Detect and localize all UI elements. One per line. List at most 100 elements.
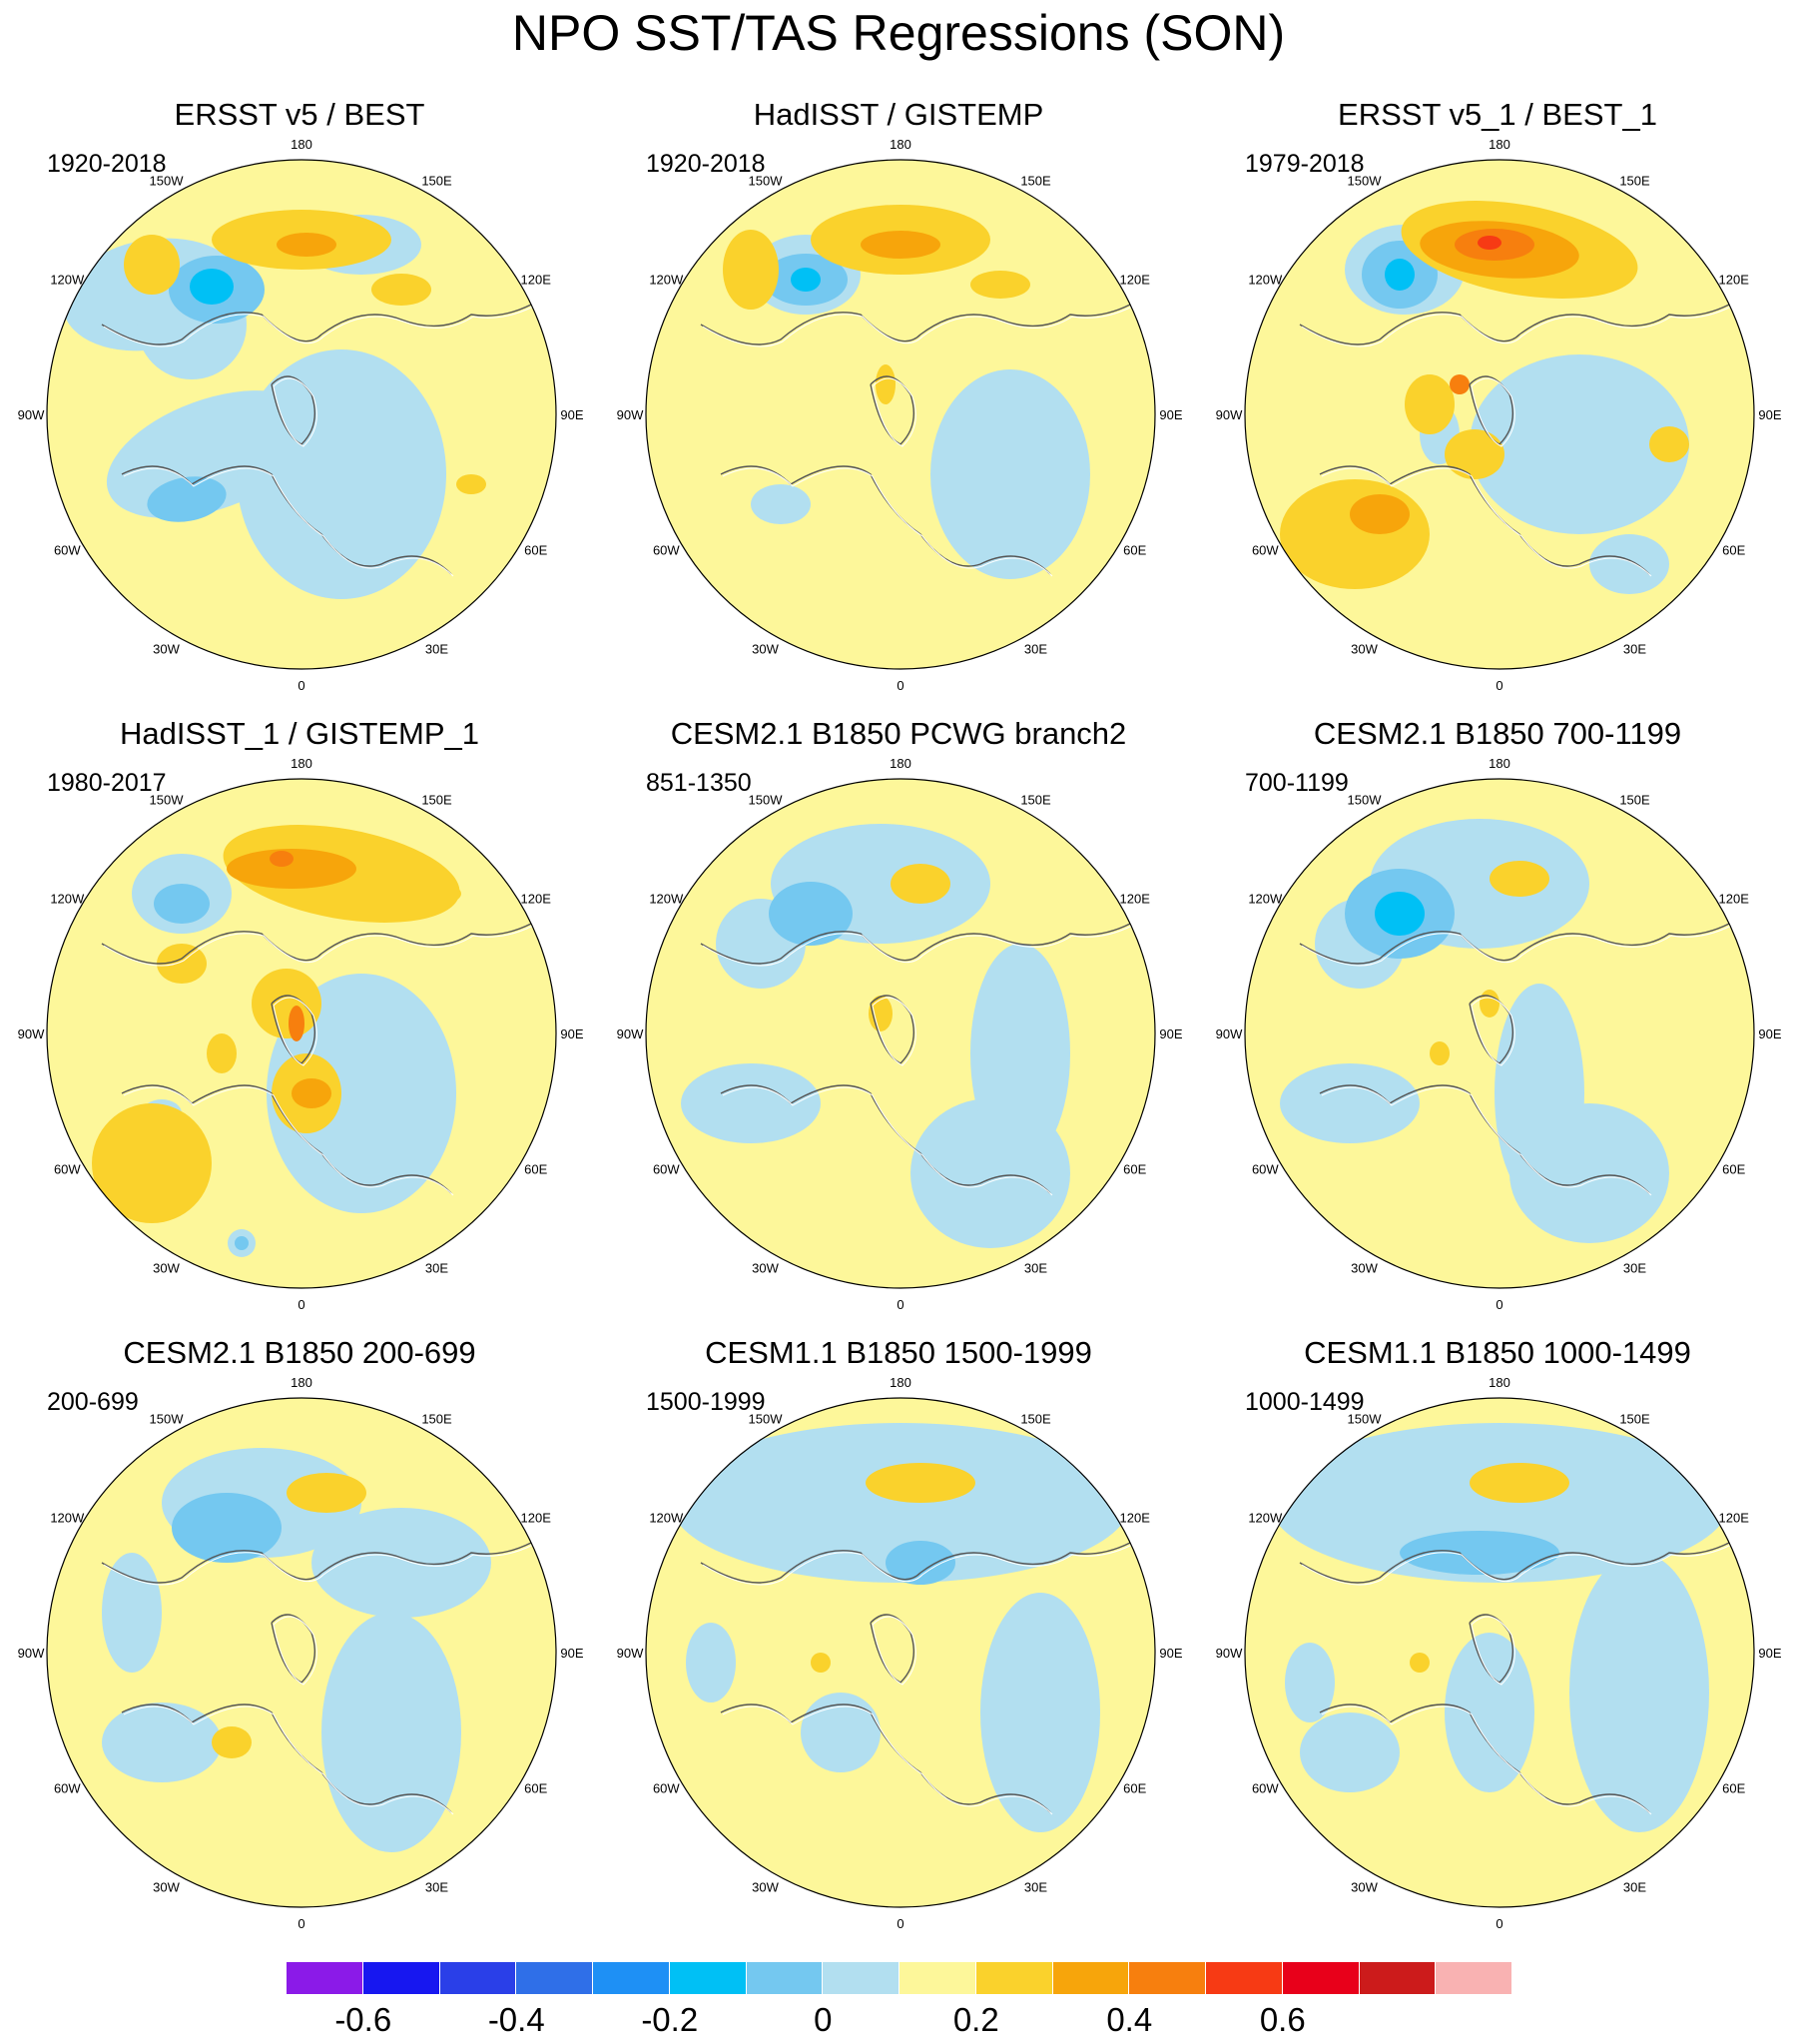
longitude-label: 120E: [521, 273, 552, 288]
longitude-label: 90E: [1758, 407, 1781, 422]
polar-map: 180 150E 120E 90E 60E 30E 0 30W 60W 90W 120W 150W: [1216, 137, 1782, 693]
anomaly-contour: [154, 884, 210, 924]
map-panel: ERSST v5 / BEST 180 150E 120E 90E 60E 30E 0 30W 6…: [0, 95, 599, 714]
longitude-label: 60W: [1252, 1162, 1279, 1177]
map-border: [645, 1397, 1156, 1908]
anomaly-contour: [235, 1236, 249, 1250]
panel-period: 1500-1999: [646, 1388, 766, 1416]
longitude-label: 120E: [521, 1511, 552, 1526]
anomaly-contour: [1649, 426, 1689, 462]
panel-title: CESM1.1 B1850 1000-1499: [1304, 1335, 1691, 1370]
anomaly-contour: [876, 364, 896, 404]
longitude-label: 30E: [425, 642, 448, 657]
anomaly-contour: [1375, 892, 1425, 936]
longitude-label: 150W: [1348, 173, 1383, 188]
longitude-label: 120W: [1248, 1511, 1283, 1526]
longitude-label: 60W: [54, 1162, 81, 1177]
anomaly-contour: [1405, 374, 1455, 434]
longitude-label: 90E: [1758, 1646, 1781, 1661]
panel-period: 700-1199: [1245, 769, 1349, 797]
longitude-label: 0: [1496, 678, 1502, 693]
longitude-label: 30W: [153, 1261, 180, 1276]
anomaly-field: [1245, 779, 1754, 1288]
polar-map: 180 150E 120E 90E 60E 30E 0 30W 60W 90W 120W 150W: [1216, 756, 1782, 1312]
longitude-label: 0: [1496, 1297, 1502, 1312]
longitude-label: 120W: [649, 273, 684, 288]
longitude-label: 180: [890, 756, 911, 771]
coastline-highlight: [702, 306, 1133, 577]
polar-map: 180 150E 120E 90E 60E 30E 0 30W 60W 90W 120W 150W: [18, 137, 584, 693]
longitude-label: 0: [897, 678, 903, 693]
longitude-label: 60W: [54, 1781, 81, 1796]
longitude-label: 30W: [752, 1261, 779, 1276]
longitude-label: 60E: [1123, 1162, 1146, 1177]
longitude-label: 180: [890, 137, 911, 152]
longitude-label: 60W: [653, 1162, 680, 1177]
anomaly-contour: [212, 1726, 252, 1758]
anomaly-contour: [102, 1553, 162, 1673]
longitude-label: 90E: [1159, 407, 1182, 422]
longitude-label: 120W: [1248, 273, 1283, 288]
longitude-label: 120E: [1719, 1511, 1750, 1526]
panel-title: ERSST v5 / BEST: [174, 97, 425, 132]
anomaly-contour: [930, 369, 1090, 579]
longitude-label: 30E: [1024, 1261, 1047, 1276]
anomaly-contour: [1478, 236, 1501, 250]
longitude-label: 30W: [153, 1880, 180, 1895]
map-panel: CESM2.1 B1850 200-699 180 150E 120E 90E 60E 30…: [0, 1333, 599, 1952]
polar-map: 180 150E 120E 90E 60E 30E 0 30W 60W 90W 120W 150W: [18, 1375, 584, 1931]
anomaly-contour: [421, 884, 461, 904]
polar-map: 180 150E 120E 90E 60E 30E 0 30W 60W 90W 120W 150W: [617, 1375, 1183, 1931]
longitude-label: 150W: [1348, 1411, 1383, 1426]
anomaly-contour: [1569, 1553, 1709, 1832]
anomaly-contour: [1385, 259, 1415, 291]
coastline-highlight: [103, 306, 534, 577]
longitude-label: 120E: [1120, 1511, 1151, 1526]
anomaly-contour: [1470, 1463, 1569, 1503]
anomaly-contour: [1280, 479, 1430, 589]
longitude-label: 60E: [1123, 1781, 1146, 1796]
longitude-label: 120E: [1719, 273, 1750, 288]
colorbar-box: [1206, 1962, 1283, 1994]
anomaly-contour: [1450, 374, 1470, 394]
map-border: [46, 1397, 557, 1908]
longitude-label: 150E: [421, 1411, 452, 1426]
colorbar-box: [362, 1962, 440, 1994]
longitude-label: 60E: [1722, 1162, 1745, 1177]
colorbar-box: [1052, 1962, 1130, 1994]
longitude-label: 30W: [1351, 1880, 1378, 1895]
anomaly-contour: [1470, 354, 1689, 534]
colorbar: [287, 1962, 1512, 1994]
longitude-label: 60E: [1722, 543, 1745, 558]
anomaly-contour: [1430, 1041, 1450, 1065]
anomaly-contour: [147, 476, 227, 522]
anomaly-contour: [791, 268, 821, 292]
longitude-label: 150E: [1020, 173, 1051, 188]
longitude-label: 150E: [1020, 792, 1051, 807]
anomaly-contour: [1280, 1063, 1420, 1143]
map-border: [645, 778, 1156, 1289]
longitude-label: 90W: [1216, 1026, 1243, 1041]
longitude-label: 60E: [524, 543, 547, 558]
anomaly-field: [1245, 1398, 1754, 1907]
longitude-label: 120E: [521, 892, 552, 907]
anomaly-contour: [686, 1623, 736, 1703]
longitude-label: 0: [897, 1916, 903, 1931]
anomaly-field: [646, 160, 1155, 669]
longitude-label: 120W: [50, 1511, 85, 1526]
figure-title: NPO SST/TAS Regressions (SON): [511, 5, 1286, 61]
anomaly-contour: [671, 1423, 1130, 1583]
coastline-highlight: [103, 925, 534, 1196]
anomaly-contour: [190, 269, 234, 305]
colorbar-tick-label: 0.6: [1259, 2001, 1306, 2038]
panel-title: CESM2.1 B1850 PCWG branch2: [670, 716, 1127, 751]
panel-title: HadISST / GISTEMP: [753, 97, 1044, 132]
anomaly-field: [1245, 160, 1754, 669]
coastline-highlight: [702, 1544, 1133, 1815]
longitude-label: 90W: [18, 407, 45, 422]
longitude-label: 150E: [1619, 1411, 1650, 1426]
anomaly-field: [47, 779, 556, 1288]
longitude-label: 30W: [1351, 642, 1378, 657]
longitude-label: 150W: [749, 1411, 784, 1426]
coastline-highlight: [1301, 1544, 1732, 1815]
